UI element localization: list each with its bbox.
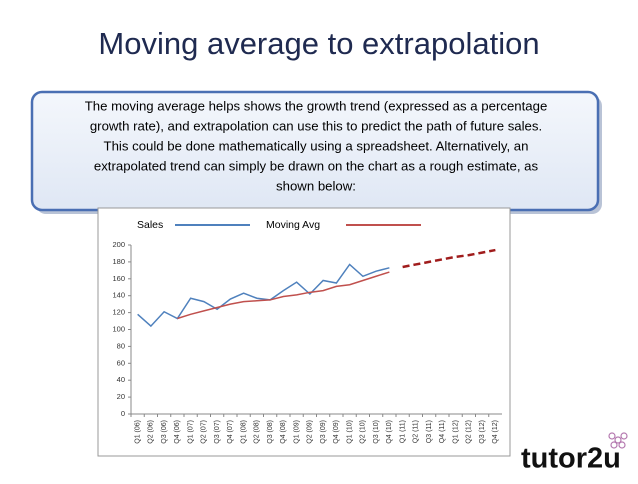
x-tick-label: Q4 (06) [174, 420, 181, 444]
x-tick-label: Q1 (06) [134, 420, 141, 444]
y-tick-label: 60 [117, 358, 125, 367]
y-tick-label: 80 [117, 341, 125, 350]
data-line [137, 263, 390, 328]
slide-title: Moving average to extrapolation [98, 26, 539, 61]
x-tick-label: Q1 (09) [293, 420, 300, 444]
logo-icon [608, 432, 628, 449]
x-tick-label: Q3 (08) [267, 420, 274, 444]
y-tick-label: 180 [112, 257, 125, 266]
legend-label: Moving Avg [266, 219, 320, 231]
y-tick-label: 160 [112, 274, 125, 283]
x-tick-label: Q2 (12) [466, 420, 473, 444]
text-line: extrapolated trend can simply be drawn o… [94, 158, 539, 173]
x-tick-label: Q2 (08) [254, 420, 261, 444]
x-tick-label: Q2 (06) [148, 420, 155, 444]
x-tick-label: Q3 (10) [373, 420, 380, 444]
x-tick-label: Q3 (07) [214, 420, 221, 444]
x-tick-label: Q2 (11) [413, 420, 420, 443]
x-tick-label: Q3 (11) [426, 420, 433, 443]
text-line: This could be done mathematically using … [104, 138, 529, 153]
data-line [177, 271, 390, 320]
x-tick-label: Q1 (12) [452, 420, 459, 444]
x-tick-label: Q2 (09) [307, 420, 314, 444]
legend-label: Sales [137, 219, 163, 231]
chart: 0 20 40 60 80 100 120 140 160 180 200 Q1 (06) Q2 (06… [112, 219, 502, 444]
x-tick-label: Q4 (08) [280, 420, 287, 444]
text-line: shown below: [276, 178, 356, 193]
text-line: growth rate), and extrapolation can use … [90, 118, 542, 133]
x-tick-label: Q1 (08) [240, 420, 247, 444]
x-tick-label: Q4 (11) [439, 420, 446, 443]
x-tick-label: Q4 (12) [492, 420, 499, 444]
y-tick-label: 100 [112, 324, 125, 333]
logo: tutor2u [521, 443, 621, 475]
y-tick-label: 40 [117, 375, 125, 384]
text-line: The moving average helps shows the growt… [85, 98, 548, 113]
y-tick-label: 0 [121, 409, 125, 418]
data-line [402, 248, 496, 269]
x-tick-label: Q3 (06) [161, 420, 168, 444]
x-tick-label: Q2 (07) [201, 420, 208, 444]
x-tick-label: Q1 (11) [399, 420, 406, 443]
chart-frame [97, 207, 511, 457]
x-tick-label: Q3 (12) [479, 420, 486, 444]
text-lines: The moving average helps shows the growt… [85, 98, 548, 193]
x-tick-label: Q4 (07) [227, 420, 234, 444]
x-tick-label: Q4 (09) [333, 420, 340, 444]
x-tick-label: Q3 (09) [320, 420, 327, 444]
y-tick-label: 120 [112, 308, 125, 317]
y-tick-label: 140 [112, 291, 125, 300]
x-tick-label: Q4 (10) [386, 420, 393, 444]
x-tick-label: Q1 (10) [346, 420, 353, 444]
y-tick-label: 20 [117, 392, 125, 401]
y-tick-label: 200 [112, 240, 125, 249]
x-tick-label: Q2 (10) [360, 420, 367, 444]
x-tick-label: Q1 (07) [187, 420, 194, 444]
